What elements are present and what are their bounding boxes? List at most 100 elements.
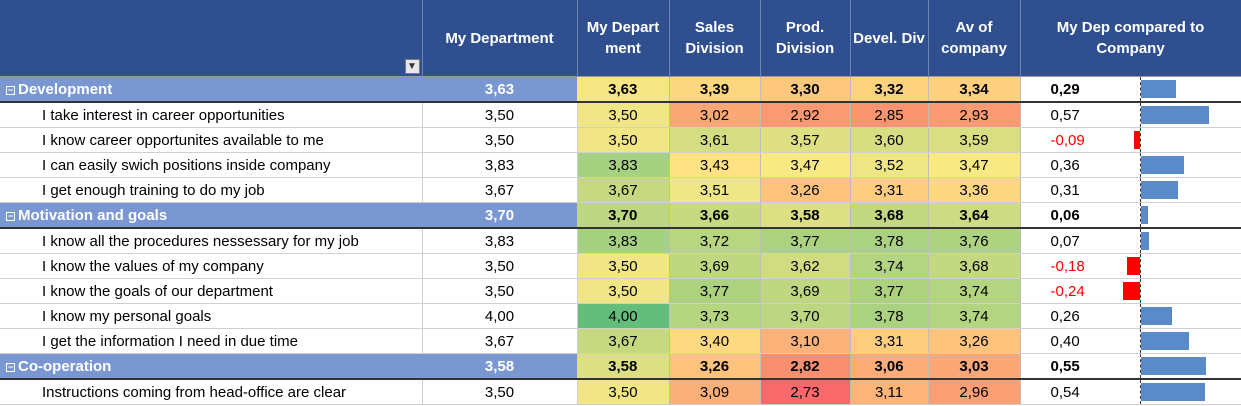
row-label: I can easily swich positions inside comp…: [0, 152, 423, 178]
collapse-icon[interactable]: −: [6, 361, 15, 372]
prod-value: 2,73: [760, 379, 851, 405]
row-label-text: I know the goals of our department: [42, 282, 273, 300]
bar-axis: [1140, 203, 1141, 227]
average-value: 3,76: [928, 228, 1021, 254]
my-department-value: 3,50: [422, 379, 578, 405]
prod-value: 3,70: [760, 303, 851, 329]
row-label-text: I know all the procedures nessessary for…: [42, 232, 359, 250]
group-label: − Development: [0, 76, 422, 103]
my-department-value: 3,83: [422, 152, 578, 178]
sales-value: 3,73: [669, 303, 761, 329]
prod-value: 3,58: [760, 202, 851, 229]
row-label-text: I know the values of my company: [42, 257, 264, 275]
row-label-text: I get the information I need in due time: [42, 332, 298, 350]
group-label: − Motivation and goals: [0, 202, 422, 229]
sales-value: 3,02: [669, 102, 761, 128]
data-bar: [1141, 181, 1178, 199]
row-label: I know all the procedures nessessary for…: [0, 228, 423, 254]
devel-value: 3,11: [850, 379, 929, 405]
data-bar: [1141, 156, 1184, 174]
difference-value: 0,07: [1020, 228, 1120, 254]
table-row[interactable]: I know the goals of our department 3,50 3,…: [0, 278, 1241, 304]
sales-value: 3,26: [669, 353, 761, 380]
my-department-col-value: 3,58: [577, 353, 670, 380]
table-row[interactable]: I know career opportunites available to …: [0, 127, 1241, 153]
row-label: I know career opportunites available to …: [0, 127, 423, 153]
average-value: 3,26: [928, 328, 1021, 354]
average-value: 3,36: [928, 177, 1021, 203]
difference-value: -0,24: [1020, 278, 1120, 304]
row-label: I get enough training to do my job: [0, 177, 423, 203]
row-label-text: I take interest in career opportunities: [42, 106, 285, 124]
table-row[interactable]: I get enough training to do my job 3,67 3,…: [0, 177, 1241, 203]
difference-value: 0,40: [1020, 328, 1120, 354]
devel-value: 3,68: [850, 202, 929, 229]
data-bar: [1141, 307, 1172, 325]
sales-value: 3,40: [669, 328, 761, 354]
table-row[interactable]: I know the values of my company 3,50 3,50 3…: [0, 253, 1241, 279]
data-bar-cell: [1120, 177, 1241, 203]
my-department-value: 3,67: [422, 328, 578, 354]
my-department-value: 3,67: [422, 177, 578, 203]
row-label-text: I can easily swich positions inside comp…: [42, 156, 331, 174]
group-row[interactable]: − Development 3,63 3,63 3,39 3,30 3,32 3,34 0,29: [0, 76, 1241, 103]
devel-value: 3,31: [850, 177, 929, 203]
filter-icon[interactable]: ▼: [404, 59, 420, 74]
devel-value: 3,78: [850, 303, 929, 329]
data-bar-cell: [1120, 278, 1241, 304]
data-bar-cell: [1120, 328, 1241, 354]
collapse-icon[interactable]: −: [6, 210, 15, 221]
data-bar: [1141, 206, 1149, 224]
prod-value: 3,47: [760, 152, 851, 178]
table-row[interactable]: I get the information I need in due time…: [0, 328, 1241, 354]
row-label-text: Instructions coming from head-office are…: [42, 383, 347, 401]
my-department-col-value: 4,00: [577, 303, 670, 329]
header-av-company: Av of company: [928, 0, 1021, 77]
table-row[interactable]: I can easily swich positions inside comp…: [0, 152, 1241, 178]
my-department-col-value: 3,50: [577, 127, 670, 153]
row-label: I know my personal goals: [0, 303, 423, 329]
prod-value: 3,77: [760, 228, 851, 254]
table-row[interactable]: I take interest in career opportunities 3…: [0, 102, 1241, 128]
bar-axis: [1140, 380, 1141, 404]
group-row[interactable]: − Co-operation 3,58 3,58 3,26 2,82 3,06 3,03 0,5…: [0, 353, 1241, 380]
difference-value: 0,54: [1020, 379, 1120, 405]
table-row[interactable]: Instructions coming from head-office are…: [0, 379, 1241, 405]
data-bar-cell: [1120, 76, 1241, 103]
prod-value: 3,62: [760, 253, 851, 279]
data-bar: [1141, 332, 1189, 350]
prod-value: 2,92: [760, 102, 851, 128]
devel-value: 3,78: [850, 228, 929, 254]
my-department-value: 3,50: [422, 253, 578, 279]
my-department-value: 4,00: [422, 303, 578, 329]
devel-value: 3,74: [850, 253, 929, 279]
row-label: I get the information I need in due time: [0, 328, 423, 354]
header-my-department-col-text: My Department: [586, 19, 660, 57]
devel-value: 3,52: [850, 152, 929, 178]
devel-value: 2,85: [850, 102, 929, 128]
average-value: 2,93: [928, 102, 1021, 128]
data-bar-cell: [1120, 202, 1241, 229]
bar-axis: [1140, 128, 1141, 152]
devel-value: 3,32: [850, 76, 929, 103]
data-bar-cell: [1120, 379, 1241, 405]
my-department-value: 3,70: [422, 202, 577, 229]
group-row[interactable]: − Motivation and goals 3,70 3,70 3,66 3,58 3,6…: [0, 202, 1241, 229]
difference-value: -0,09: [1020, 127, 1120, 153]
row-label-text: Development: [18, 80, 113, 98]
row-label-header: ▼: [0, 0, 423, 77]
row-label-text: Co-operation: [18, 357, 112, 375]
my-department-col-value: 3,67: [577, 177, 670, 203]
table-row[interactable]: I know my personal goals 4,00 4,00 3,73 3,70…: [0, 303, 1241, 329]
collapse-icon[interactable]: −: [6, 84, 15, 95]
row-label-text: I know career opportunites available to …: [42, 131, 324, 149]
average-value: 3,34: [928, 76, 1021, 103]
difference-value: 0,57: [1020, 102, 1120, 128]
data-bar-cell: [1120, 152, 1241, 178]
data-bar-cell: [1120, 127, 1241, 153]
my-department-value: 3,83: [422, 228, 578, 254]
my-department-col-value: 3,50: [577, 253, 670, 279]
my-department-col-value: 3,63: [577, 76, 670, 103]
table-row[interactable]: I know all the procedures nessessary for…: [0, 228, 1241, 254]
group-label: − Co-operation: [0, 353, 422, 380]
